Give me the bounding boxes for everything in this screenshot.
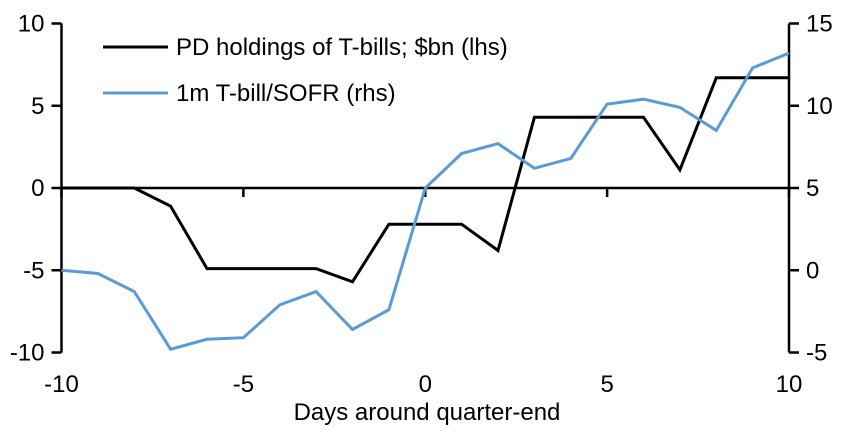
left-axis-tick-label: -10: [10, 340, 45, 367]
series-lines: [61, 51, 790, 351]
axis-tick-labels: 10 5 0 -5 -10 15 10 5 0 -5 -10 -5 0 5 10: [10, 11, 833, 399]
right-axis-tick-label: 5: [806, 175, 819, 202]
x-axis-tick-label: 10: [776, 371, 803, 398]
x-axis-tick-label: -10: [44, 371, 79, 398]
x-axis-tick-label: 5: [600, 371, 613, 398]
left-axis-tick-label: 0: [31, 175, 44, 202]
legend: PD holdings of T-bills; $bn (lhs) 1m T-b…: [103, 34, 508, 107]
left-axis-tick-label: 10: [18, 11, 45, 38]
right-axis-tick-label: -5: [806, 340, 827, 367]
series-line-pd-holdings: [61, 76, 789, 284]
right-axis-tick-label: 10: [806, 93, 833, 120]
right-axis-tick-label: 0: [806, 257, 819, 284]
left-axis-tick-label: 5: [31, 93, 44, 120]
x-axis-tick-label: 0: [419, 371, 432, 398]
left-axis-tick-label: -5: [23, 257, 44, 284]
x-axis-tick-label: -5: [233, 371, 254, 398]
series-line-tbill-sofr: [61, 51, 790, 351]
legend-label-pd-holdings: PD holdings of T-bills; $bn (lhs): [176, 34, 508, 61]
x-axis-title: Days around quarter-end: [294, 399, 561, 426]
right-axis-tick-label: 15: [806, 11, 833, 38]
legend-label-tbill-sofr: 1m T-bill/SOFR (rhs): [176, 80, 396, 107]
